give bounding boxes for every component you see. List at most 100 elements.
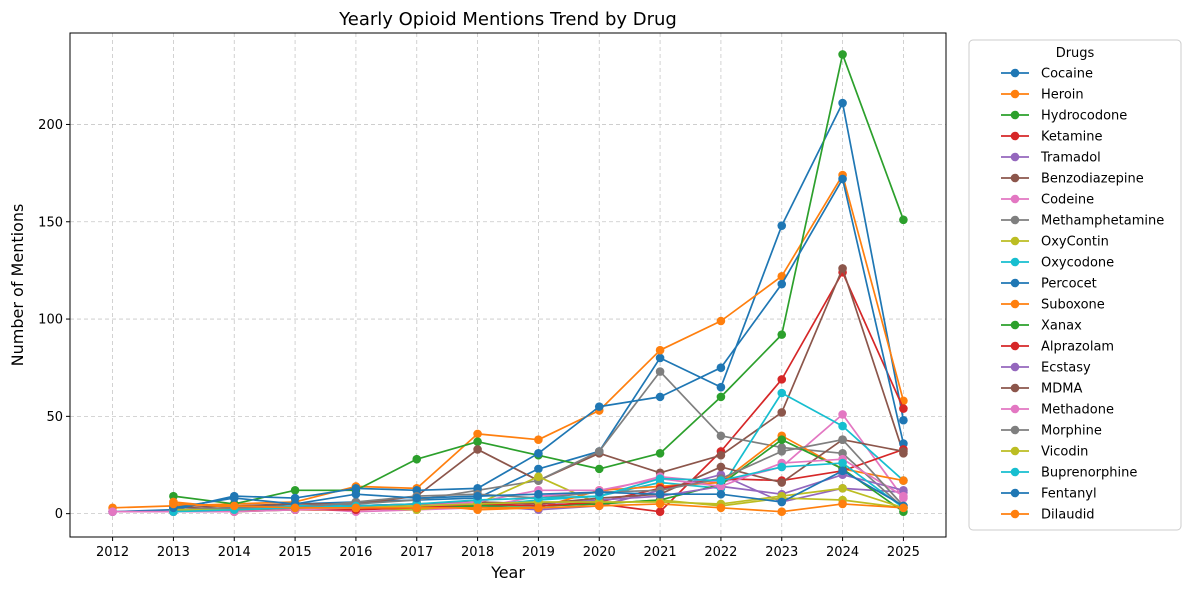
- data-point: [594, 464, 604, 474]
- x-tick-label: 2019: [522, 545, 555, 560]
- x-axis: 2012 2013 2014 2015 2016 2017 2018 2019 2020 2021…: [96, 537, 920, 560]
- data-point: [838, 499, 847, 509]
- data-point: [716, 392, 726, 402]
- legend-item: Oxycodone: [1001, 256, 1114, 271]
- legend-item: Heroin: [1001, 88, 1084, 103]
- data-point: [290, 503, 300, 513]
- data-point: [655, 499, 665, 509]
- legend-label: Suboxone: [1041, 298, 1105, 313]
- data-point: [777, 388, 787, 398]
- data-point: [473, 503, 482, 513]
- data-point: [777, 271, 787, 281]
- legend-label: Oxycodone: [1041, 256, 1114, 271]
- y-tick-label: 200: [38, 118, 63, 133]
- data-point: [899, 491, 908, 501]
- data-point: [899, 447, 908, 456]
- data-point: [838, 421, 847, 431]
- data-point: [838, 435, 847, 445]
- data-point: [594, 501, 604, 511]
- legend-marker: [1010, 131, 1020, 141]
- data-point: [838, 410, 847, 419]
- data-point: [777, 447, 787, 456]
- data-point: [899, 476, 908, 485]
- data-point: [594, 447, 604, 456]
- data-point: [838, 466, 847, 476]
- x-axis-label: Year: [490, 563, 525, 582]
- legend-item: OxyContin: [1001, 235, 1109, 250]
- legend-marker: [1010, 152, 1020, 162]
- data-point: [655, 345, 665, 355]
- legend-item: Cocaine: [1001, 67, 1093, 82]
- data-point: [777, 507, 787, 517]
- data-point: [838, 174, 847, 184]
- x-tick-label: 2024: [826, 545, 859, 560]
- legend-marker: [1010, 278, 1020, 288]
- plot-frame: [69, 32, 947, 538]
- y-tick-label: 150: [38, 215, 63, 230]
- data-point: [838, 264, 847, 273]
- data-point: [716, 462, 726, 472]
- data-point: [899, 404, 908, 413]
- legend-item: MDMA: [1001, 382, 1082, 397]
- data-point: [777, 435, 787, 445]
- data-point: [655, 507, 665, 517]
- data-point: [777, 330, 787, 339]
- legend-item: Codeine: [1001, 193, 1094, 208]
- legend-item: Dilaudid: [1001, 508, 1095, 523]
- legend-label: Percocet: [1041, 277, 1097, 292]
- legend-label: Fentanyl: [1041, 487, 1097, 502]
- legend-box: [968, 39, 1182, 531]
- data-point: [716, 431, 726, 441]
- legend-item: Methadone: [1001, 403, 1114, 418]
- data-point: [655, 474, 665, 483]
- x-tick-label: 2018: [461, 545, 494, 560]
- data-point: [838, 50, 847, 59]
- x-tick-label: 2016: [339, 545, 372, 560]
- legend-marker: [1010, 320, 1020, 330]
- data-point: [534, 503, 543, 513]
- data-point: [351, 503, 361, 513]
- data-point: [534, 435, 543, 445]
- x-tick-label: 2013: [157, 545, 190, 560]
- legend-label: MDMA: [1041, 382, 1082, 397]
- legend-item: Xanax: [1001, 319, 1082, 334]
- data-point: [412, 454, 422, 464]
- legend-marker: [1010, 215, 1020, 225]
- legend-marker: [1010, 236, 1020, 246]
- data-point: [351, 489, 361, 499]
- x-tick-label: 2012: [96, 545, 129, 560]
- legend-marker: [1010, 257, 1020, 267]
- data-point: [655, 449, 665, 458]
- series-dilaudid: [169, 499, 908, 517]
- legend-marker: [1010, 383, 1020, 393]
- data-point: [229, 501, 239, 511]
- legend-marker: [1010, 425, 1020, 435]
- x-tick-label: 2014: [218, 545, 251, 560]
- data-point: [716, 476, 726, 485]
- data-point: [169, 499, 178, 509]
- data-point: [838, 98, 847, 108]
- legend-label: Heroin: [1041, 88, 1084, 103]
- data-point: [716, 316, 726, 326]
- legend-label: Xanax: [1041, 319, 1082, 334]
- legend-label: Tramadol: [1040, 151, 1101, 166]
- series-layer: [108, 50, 908, 517]
- x-tick-label: 2021: [644, 545, 677, 560]
- legend-items: Cocaine Heroin Hydrocodone Ketamine Tramadol…: [1001, 67, 1164, 523]
- legend-item: Hydrocodone: [1001, 109, 1127, 124]
- legend-item: Alprazolam: [1001, 340, 1114, 355]
- data-point: [108, 507, 117, 517]
- legend-item: Fentanyl: [1001, 487, 1097, 502]
- legend-label: Ecstasy: [1041, 361, 1091, 376]
- data-point: [290, 485, 300, 495]
- data-point: [777, 375, 787, 384]
- data-point: [838, 458, 847, 468]
- data-point: [655, 353, 665, 363]
- data-point: [534, 472, 543, 481]
- data-point: [534, 489, 543, 499]
- data-point: [716, 489, 726, 499]
- y-axis-label: Number of Mentions: [8, 204, 27, 367]
- legend-marker: [1010, 194, 1020, 204]
- legend-item: Ecstasy: [1001, 361, 1091, 376]
